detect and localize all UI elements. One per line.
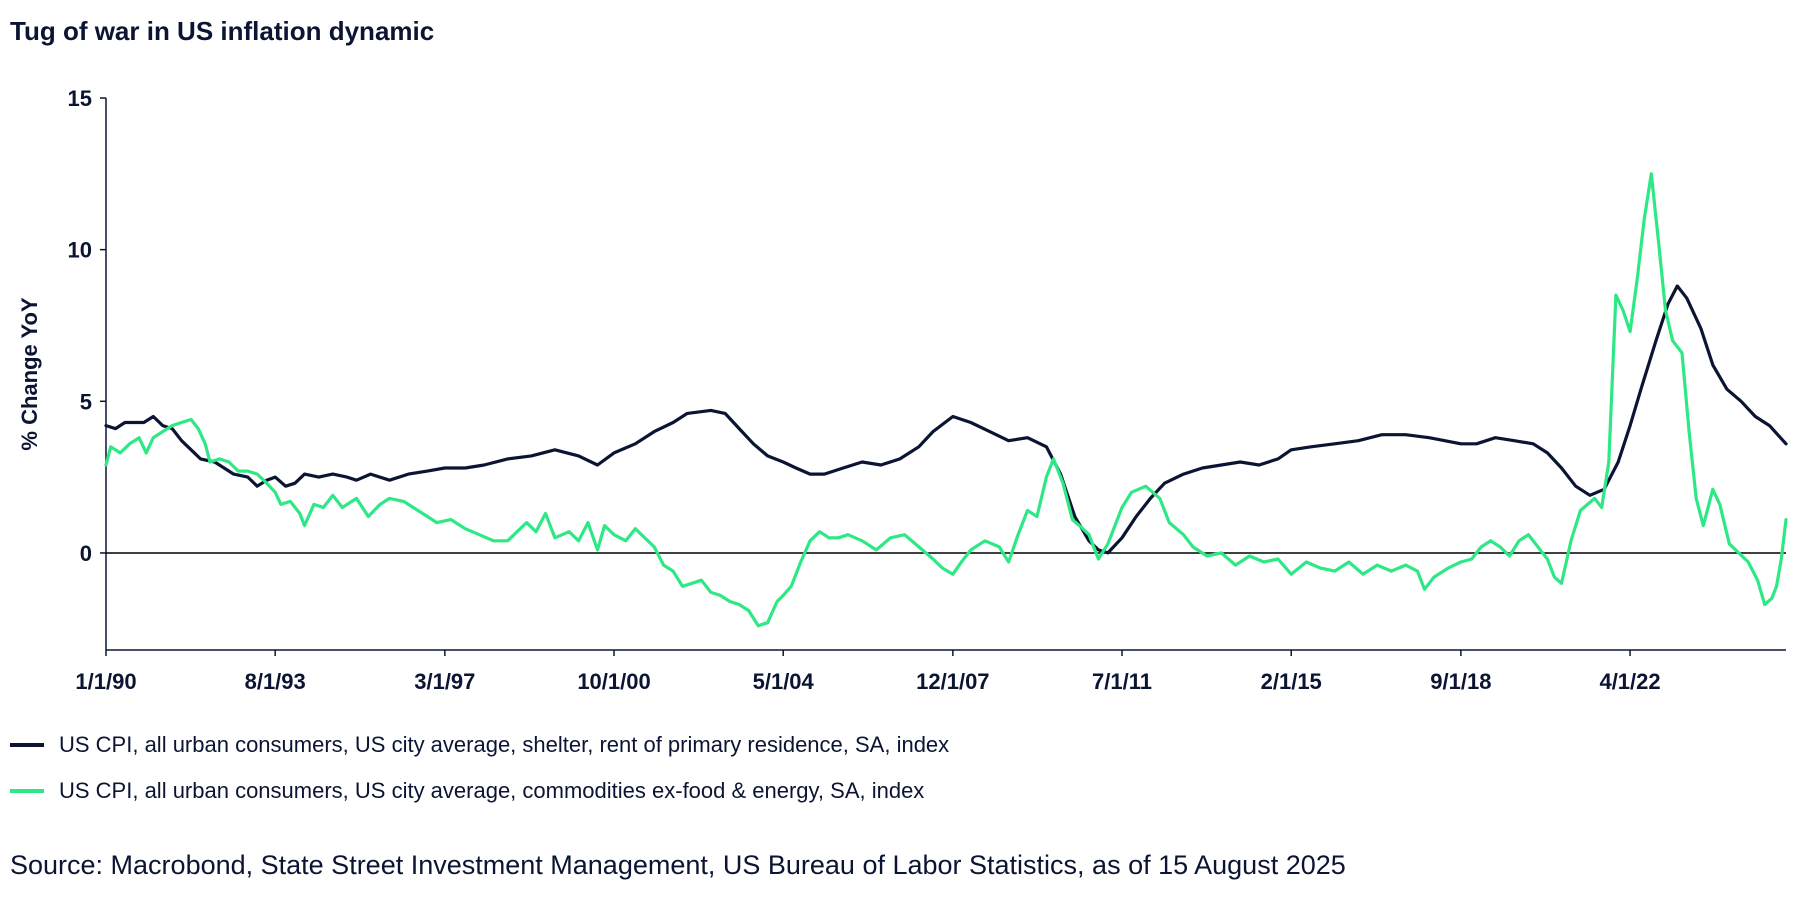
source-note: Source: Macrobond, State Street Investme… bbox=[10, 850, 1346, 880]
y-tick-label: 0 bbox=[80, 541, 92, 566]
x-tick-label: 8/1/93 bbox=[245, 669, 306, 694]
y-tick-label: 10 bbox=[68, 238, 92, 263]
x-tick-label: 5/1/04 bbox=[753, 669, 815, 694]
legend-swatch-commodities bbox=[10, 789, 44, 793]
x-tick-label: 12/1/07 bbox=[916, 669, 989, 694]
series-line-shelter bbox=[104, 284, 1788, 555]
x-tick-label: 4/1/22 bbox=[1599, 669, 1660, 694]
legend: US CPI, all urban consumers, US city ave… bbox=[10, 722, 949, 814]
x-tick-label: 9/1/18 bbox=[1430, 669, 1491, 694]
y-tick-label: 5 bbox=[80, 389, 92, 414]
line-chart: 0 5 10 15 1/1/90 8/1/93 3/1/97 10/1/00 5/1/04 12/… bbox=[17, 86, 1788, 694]
legend-swatch-shelter bbox=[10, 743, 44, 747]
y-tick-label: 15 bbox=[68, 86, 92, 111]
series-line-commodities bbox=[104, 172, 1788, 628]
x-tick-label: 10/1/00 bbox=[577, 669, 650, 694]
x-tick-label: 1/1/90 bbox=[75, 669, 136, 694]
chart-title: Tug of war in US inflation dynamic bbox=[10, 16, 435, 46]
legend-item-shelter: US CPI, all urban consumers, US city ave… bbox=[10, 722, 949, 768]
x-tick-label: 2/1/15 bbox=[1261, 669, 1322, 694]
plot-area: 0 5 10 15 1/1/90 8/1/93 3/1/97 10/1/00 5/1/04 12/… bbox=[17, 86, 1788, 694]
x-tick-label: 7/1/11 bbox=[1092, 669, 1152, 694]
legend-label-shelter: US CPI, all urban consumers, US city ave… bbox=[59, 732, 950, 757]
y-axis-title: % Change YoY bbox=[17, 297, 42, 451]
legend-label-commodities: US CPI, all urban consumers, US city ave… bbox=[59, 778, 925, 803]
legend-item-commodities: US CPI, all urban consumers, US city ave… bbox=[10, 768, 949, 814]
x-tick-label: 3/1/97 bbox=[414, 669, 475, 694]
